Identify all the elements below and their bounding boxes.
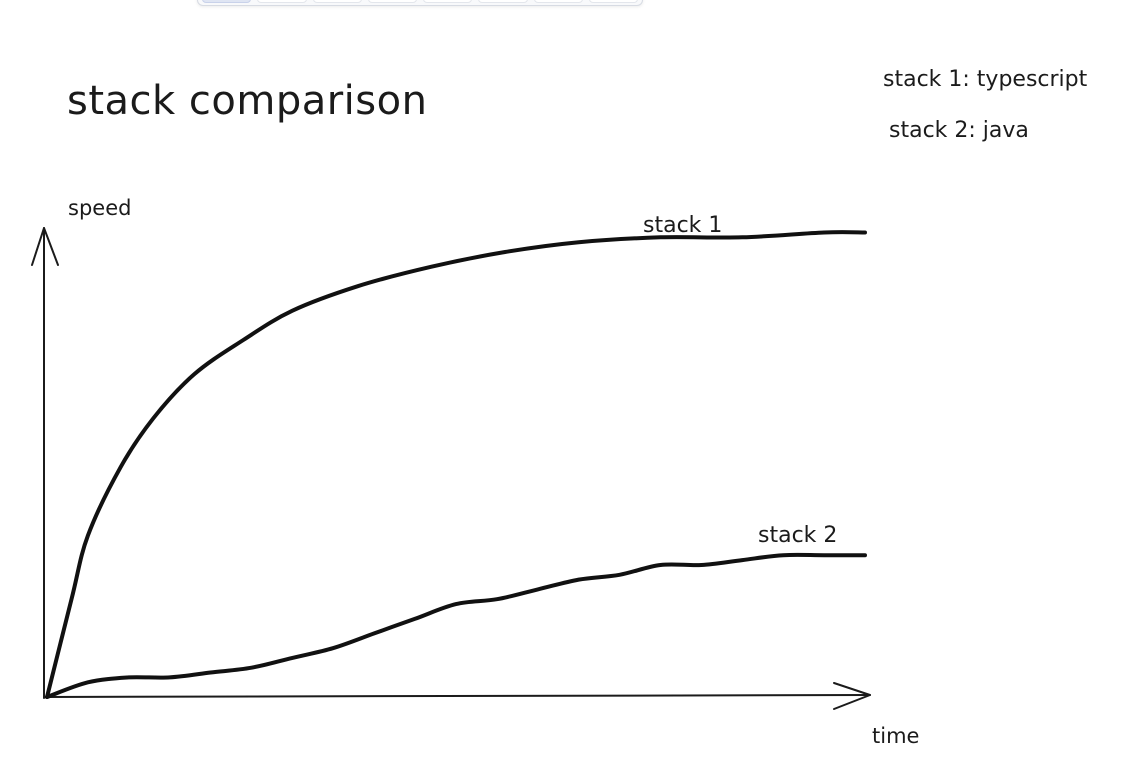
x-axis-arrowhead: [833, 682, 871, 710]
chart-title: stack comparison: [67, 78, 428, 124]
series-layer: [45, 230, 867, 699]
legend-entry-stack-1: stack 1: typescript: [883, 67, 1088, 92]
x-axis: [43, 682, 871, 710]
series-line-2: [45, 552, 867, 699]
y-axis: [31, 227, 59, 699]
drawing-toolbar: [197, 0, 643, 6]
y-axis-label: speed: [68, 196, 131, 220]
x-axis-label: time: [872, 724, 919, 748]
toolbar-tool[interactable]: [478, 0, 528, 3]
y-axis-arrowhead: [31, 227, 59, 266]
x-axis-line: [43, 694, 871, 698]
legend-entry-stack-2: stack 2: java: [889, 118, 1029, 143]
toolbar-tool[interactable]: [257, 0, 307, 3]
series-label-stack-2: stack 2: [758, 523, 837, 548]
series-line-1: [45, 230, 867, 699]
series-label-stack-1: stack 1: [643, 213, 722, 238]
